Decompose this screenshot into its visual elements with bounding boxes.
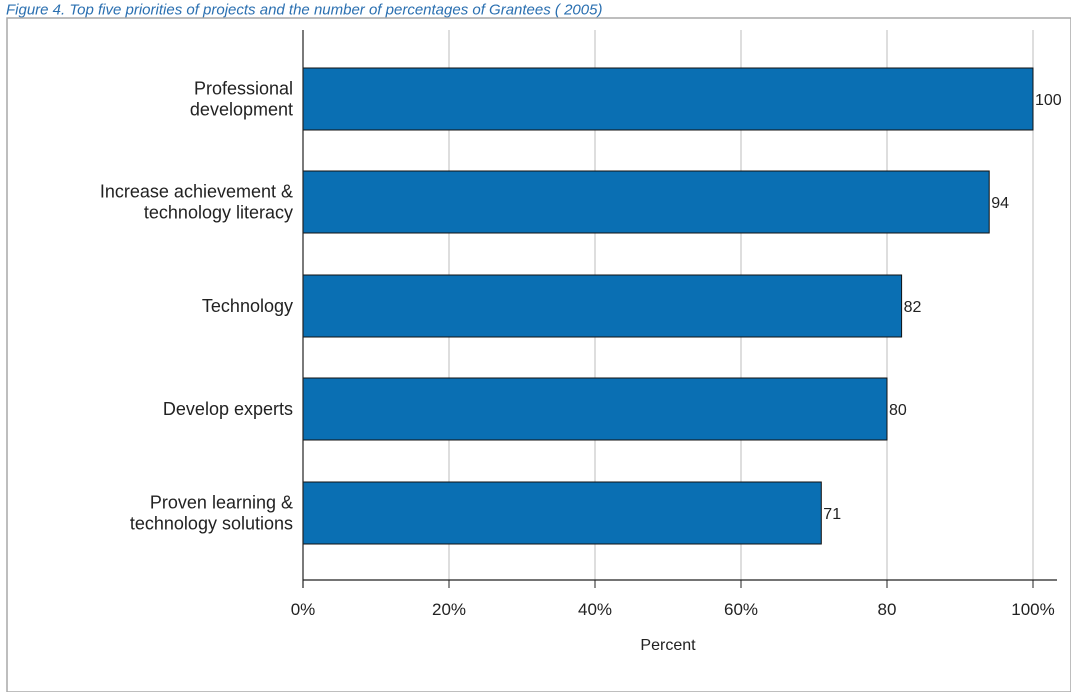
bar-value-label: 80 <box>889 402 907 419</box>
bar-value-label: 100 <box>1035 92 1062 109</box>
category-label: Technology <box>202 296 293 316</box>
category-label: Professional development <box>190 79 293 120</box>
category-labels: Professional development Increase achievem… <box>100 79 293 534</box>
category-label-line: Professional <box>194 79 293 99</box>
bar <box>302 67 1034 131</box>
bar <box>302 481 822 545</box>
category-label-line: Proven learning & <box>150 493 293 513</box>
figure-caption: Figure 4. Top five priorities of project… <box>6 1 602 18</box>
category-label-line: technology solutions <box>130 514 293 534</box>
plot-border <box>6 17 1071 692</box>
bar-value-label: 94 <box>991 195 1009 212</box>
category-label-line: Increase achievement & <box>100 182 293 202</box>
bars: 100 94 82 80 71 <box>302 67 1062 545</box>
category-label-line: development <box>190 100 293 120</box>
category-label-line: technology literacy <box>144 203 293 223</box>
x-tick-label: 0% <box>291 600 316 619</box>
x-tick-label: 60% <box>724 600 758 619</box>
category-label: Develop experts <box>163 399 293 419</box>
x-tick-label: 20% <box>432 600 466 619</box>
bar-value-label: 82 <box>904 299 922 316</box>
category-label: Increase achievement & technology literac… <box>100 182 293 223</box>
category-label: Proven learning & technology solutions <box>130 493 293 534</box>
category-label-line: Technology <box>202 296 293 316</box>
bar <box>302 377 888 441</box>
bar <box>302 274 903 338</box>
category-label-line: Develop experts <box>163 399 293 419</box>
x-axis-label: Percent <box>640 637 696 654</box>
bar-value-label: 71 <box>823 506 841 523</box>
bar <box>302 170 990 234</box>
x-tick-label: 100% <box>1011 600 1054 619</box>
x-tick-labels: 0% 20% 40% 60% 80 100% <box>291 600 1055 619</box>
x-tick-label: 80 <box>878 600 897 619</box>
x-tick-label: 40% <box>578 600 612 619</box>
axes <box>302 30 1057 588</box>
